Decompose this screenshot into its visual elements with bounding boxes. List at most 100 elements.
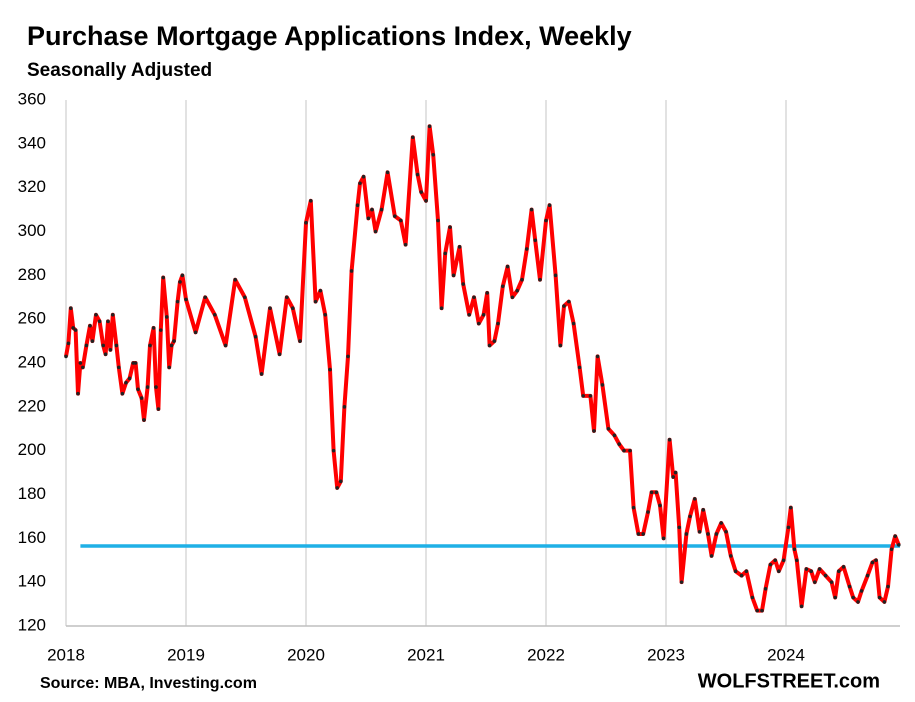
- data-point: [323, 312, 328, 317]
- data-point: [515, 288, 519, 293]
- data-point: [558, 343, 563, 348]
- data-point: [233, 277, 237, 282]
- data-point: [156, 407, 161, 411]
- data-point: [481, 312, 486, 317]
- data-point: [813, 580, 817, 584]
- data-point: [355, 203, 360, 207]
- data-point: [501, 284, 505, 289]
- data-point: [856, 600, 860, 604]
- data-point: [612, 433, 617, 438]
- data-point: [628, 448, 632, 453]
- data-point: [567, 299, 571, 304]
- data-point: [448, 225, 452, 229]
- data-point: [485, 291, 490, 295]
- data-point: [169, 343, 174, 348]
- data-point: [161, 275, 165, 280]
- chart-title: Purchase Mortgage Applications Index, We…: [27, 21, 632, 51]
- data-point: [223, 343, 228, 348]
- data-point: [78, 361, 83, 365]
- data-point: [525, 247, 529, 251]
- data-point: [789, 505, 793, 510]
- data-point: [101, 343, 105, 348]
- data-point: [94, 312, 98, 317]
- data-point: [472, 295, 476, 300]
- data-point: [823, 573, 828, 578]
- y-tick-label: 160: [18, 528, 46, 547]
- data-point: [679, 580, 684, 584]
- data-point: [677, 525, 681, 530]
- data-point: [773, 558, 777, 563]
- y-tick-label: 320: [18, 177, 46, 196]
- data-point: [893, 534, 897, 538]
- x-tick-label: 2023: [647, 645, 685, 664]
- data-point: [667, 437, 672, 442]
- data-point: [646, 510, 650, 514]
- data-point: [781, 558, 786, 563]
- data-point: [427, 124, 432, 129]
- data-point: [547, 203, 552, 207]
- data-point: [714, 532, 719, 536]
- data-point: [851, 595, 855, 600]
- data-point: [461, 282, 466, 286]
- x-tick-label: 2021: [407, 645, 445, 664]
- y-tick-label: 220: [18, 396, 46, 415]
- data-point: [804, 567, 809, 571]
- data-point: [193, 330, 198, 335]
- data-point: [114, 343, 119, 348]
- data-point: [71, 326, 75, 330]
- data-point: [108, 348, 113, 352]
- data-point: [477, 321, 481, 326]
- data-point: [339, 479, 343, 484]
- y-tick-label: 180: [18, 484, 46, 503]
- brand: WOLFSTREET.com: [698, 670, 880, 692]
- data-point: [724, 529, 728, 534]
- data-point: [136, 387, 140, 392]
- data-point: [841, 565, 846, 569]
- data-point: [127, 376, 132, 381]
- data-point: [393, 214, 397, 218]
- data-point: [631, 505, 636, 510]
- data-point: [658, 503, 662, 508]
- data-point: [411, 135, 415, 140]
- data-point: [117, 365, 121, 370]
- data-point: [641, 532, 645, 536]
- data-point: [88, 323, 92, 328]
- data-point: [64, 354, 68, 359]
- data-point: [370, 207, 374, 212]
- data-point: [577, 365, 582, 370]
- data-point: [809, 569, 813, 574]
- data-point: [510, 295, 515, 300]
- data-point: [106, 319, 110, 324]
- data-point: [877, 595, 882, 600]
- data-point: [457, 245, 462, 249]
- data-point: [729, 554, 733, 558]
- data-point: [673, 470, 678, 475]
- data-point: [379, 207, 384, 212]
- data-point: [385, 170, 390, 175]
- data-point: [373, 229, 378, 234]
- data-point: [366, 216, 371, 221]
- data-point: [693, 497, 697, 501]
- data-point: [313, 299, 318, 304]
- data-point: [795, 558, 799, 563]
- data-point: [588, 394, 593, 398]
- data-point: [349, 269, 354, 273]
- data-point: [167, 365, 171, 370]
- data-point: [688, 514, 692, 519]
- y-tick-label: 120: [18, 615, 46, 634]
- data-point: [487, 343, 492, 348]
- data-point: [436, 218, 440, 223]
- data-point: [84, 343, 89, 348]
- data-point: [649, 490, 654, 495]
- data-point: [733, 569, 738, 574]
- data-point: [358, 181, 362, 186]
- data-point: [346, 354, 350, 359]
- data-point: [847, 584, 852, 589]
- data-point: [285, 295, 289, 300]
- y-tick-label: 340: [18, 133, 46, 152]
- y-tick-label: 200: [18, 440, 46, 459]
- data-point: [786, 525, 791, 530]
- data-point: [739, 573, 744, 578]
- data-point: [520, 277, 524, 282]
